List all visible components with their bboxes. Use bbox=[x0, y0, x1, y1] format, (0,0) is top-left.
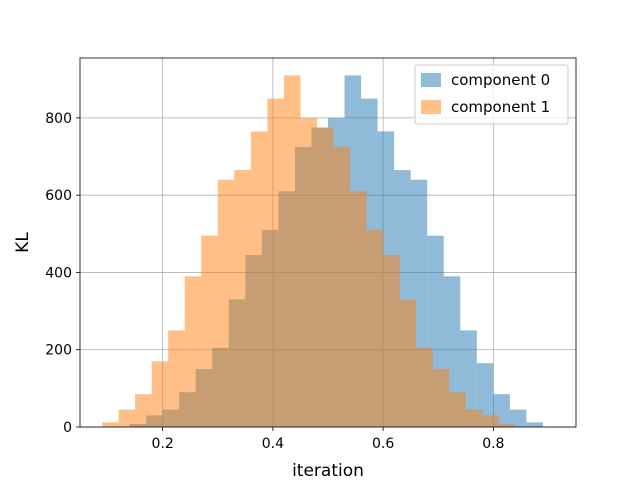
bar-series-1-bin-16 bbox=[366, 229, 384, 427]
bar-series-1-bin-13 bbox=[316, 127, 334, 427]
bar-series-0-bin-23 bbox=[509, 409, 527, 427]
y-tick-label: 400 bbox=[45, 265, 72, 281]
bar-series-0-bin-24 bbox=[526, 422, 543, 427]
axis-ticks: 0.2 0.4 0.6 0.8 0 200 400 600 800 bbox=[45, 111, 504, 452]
bar-series-1-bin-12 bbox=[300, 117, 317, 428]
legend-label-0: component 0 bbox=[451, 71, 550, 89]
bar-series-1-bin-24 bbox=[498, 423, 516, 427]
x-tick-label: 0.6 bbox=[372, 436, 394, 452]
x-tick-label: 0.4 bbox=[262, 436, 284, 452]
bar-series-1-bin-8 bbox=[234, 170, 251, 427]
x-tick-label: 0.8 bbox=[482, 436, 504, 452]
bar-series-1-bin-20 bbox=[432, 369, 450, 427]
bar-series-1-bin-11 bbox=[283, 75, 301, 427]
bar-series-1-bin-5 bbox=[184, 276, 202, 427]
legend-swatch-0 bbox=[421, 73, 441, 87]
bar-series-1-bin-1 bbox=[118, 409, 136, 427]
bar-series-1-bin-15 bbox=[350, 191, 367, 427]
y-tick-label: 800 bbox=[45, 111, 72, 127]
bar-series-1-bin-3 bbox=[151, 361, 169, 427]
x-tick-label: 0.2 bbox=[152, 436, 174, 452]
bar-series-1-bin-10 bbox=[267, 98, 284, 427]
legend: component 0 component 1 bbox=[414, 64, 569, 125]
bar-series-1-bin-14 bbox=[333, 146, 351, 427]
bar-series-1-bin-21 bbox=[449, 392, 466, 427]
series-1-bars bbox=[102, 75, 516, 428]
bar-series-1-bin-6 bbox=[201, 235, 218, 427]
legend-label-1: component 1 bbox=[451, 98, 550, 116]
y-tick-label: 200 bbox=[45, 343, 72, 359]
bar-series-1-bin-4 bbox=[168, 330, 185, 427]
legend-swatch-1 bbox=[421, 100, 441, 114]
x-axis-label: iteration bbox=[292, 461, 364, 480]
bar-series-1-bin-22 bbox=[465, 409, 483, 427]
histogram-bars bbox=[102, 75, 543, 428]
bar-series-1-bin-19 bbox=[416, 347, 433, 427]
bar-series-1-bin-0 bbox=[102, 422, 119, 427]
bar-series-1-bin-7 bbox=[217, 179, 235, 427]
y-axis-label: KL bbox=[13, 232, 33, 253]
bar-series-1-bin-2 bbox=[135, 394, 152, 427]
legend-box bbox=[414, 64, 569, 125]
bar-series-1-bin-23 bbox=[482, 415, 499, 427]
bar-series-1-bin-17 bbox=[383, 255, 400, 427]
y-tick-label: 0 bbox=[63, 420, 72, 436]
bar-series-1-bin-9 bbox=[250, 131, 268, 427]
y-tick-label: 600 bbox=[45, 188, 72, 204]
plot-frame bbox=[79, 57, 577, 428]
bar-series-1-bin-18 bbox=[399, 299, 417, 427]
